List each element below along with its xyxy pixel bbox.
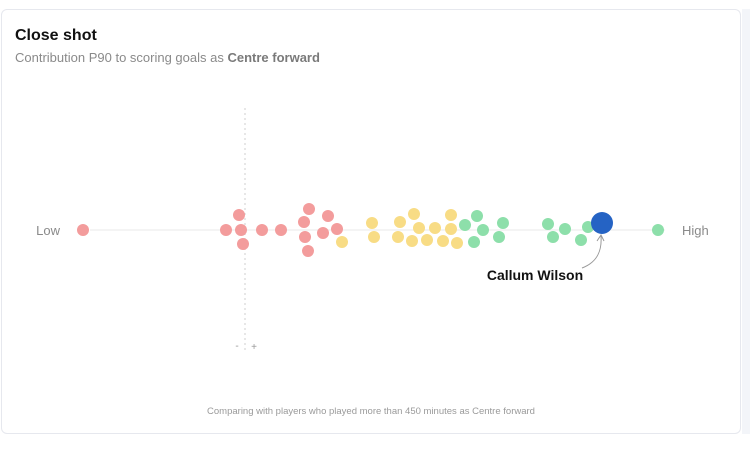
player-dot[interactable] [233, 209, 245, 221]
player-dot[interactable] [421, 234, 433, 246]
highlighted-player-name: Callum Wilson [487, 267, 583, 283]
player-dot[interactable] [322, 210, 334, 222]
player-dot[interactable] [471, 210, 483, 222]
high-label: High [682, 223, 709, 238]
player-dot[interactable] [275, 224, 287, 236]
card-subtitle: Contribution P90 to scoring goals as Cen… [15, 50, 320, 65]
player-dot[interactable] [336, 236, 348, 248]
footnote: Comparing with players who played more t… [207, 406, 535, 417]
player-dot[interactable] [429, 222, 441, 234]
player-dot[interactable] [317, 227, 329, 239]
card-title: Close shot [15, 27, 97, 44]
player-dot[interactable] [445, 223, 457, 235]
player-dot[interactable] [468, 236, 480, 248]
player-dot[interactable] [406, 235, 418, 247]
player-dot[interactable] [237, 238, 249, 250]
plus-label: + [251, 342, 257, 353]
player-dot[interactable] [559, 223, 571, 235]
player-dot[interactable] [575, 234, 587, 246]
player-dot[interactable] [437, 235, 449, 247]
player-dot[interactable] [542, 218, 554, 230]
player-dot[interactable] [299, 231, 311, 243]
player-dot[interactable] [451, 237, 463, 249]
player-dot[interactable] [77, 224, 89, 236]
player-dot[interactable] [220, 224, 232, 236]
player-dot[interactable] [302, 245, 314, 257]
player-dot[interactable] [256, 224, 268, 236]
player-dot[interactable] [652, 224, 664, 236]
player-dot[interactable] [366, 217, 378, 229]
highlighted-player-dot[interactable] [591, 212, 613, 234]
player-dot[interactable] [394, 216, 406, 228]
player-dot[interactable] [445, 209, 457, 221]
minus-label: - [235, 341, 238, 352]
annotation-arrow [581, 235, 602, 269]
player-dots [77, 203, 664, 257]
player-dot[interactable] [582, 221, 594, 233]
player-dot[interactable] [459, 219, 471, 231]
position-name: Centre forward [227, 50, 320, 65]
player-dot[interactable] [235, 224, 247, 236]
player-dot[interactable] [368, 231, 380, 243]
player-dot[interactable] [303, 203, 315, 215]
player-dot[interactable] [298, 216, 310, 228]
player-dot[interactable] [497, 217, 509, 229]
player-dot[interactable] [408, 208, 420, 220]
scroll-gutter [742, 9, 750, 434]
player-dot[interactable] [547, 231, 559, 243]
player-dot[interactable] [392, 231, 404, 243]
player-dot[interactable] [413, 222, 425, 234]
player-dot[interactable] [493, 231, 505, 243]
low-label: Low [36, 223, 60, 238]
player-dot[interactable] [477, 224, 489, 236]
player-dot[interactable] [331, 223, 343, 235]
